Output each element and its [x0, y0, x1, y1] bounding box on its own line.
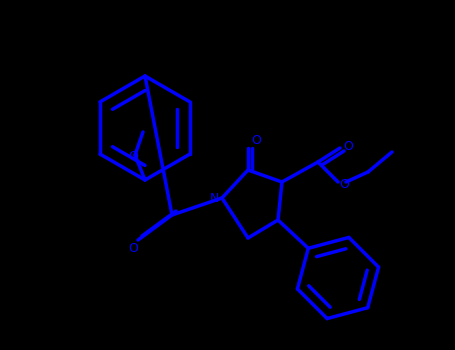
Text: O: O [251, 133, 261, 147]
Text: N: N [209, 191, 219, 204]
Text: O: O [339, 177, 349, 190]
Text: O: O [128, 149, 138, 162]
Text: O: O [128, 241, 138, 254]
Text: O: O [343, 140, 353, 153]
